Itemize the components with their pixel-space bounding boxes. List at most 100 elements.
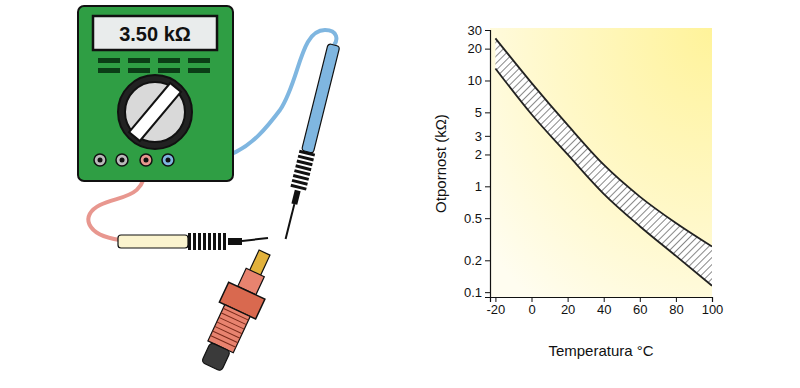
- tick-label: 10: [468, 73, 482, 88]
- probe-tip: [242, 238, 268, 241]
- x-axis: -20 0 20 40 60 80 100: [487, 297, 724, 317]
- tick: 5: [475, 105, 490, 120]
- tick: 40: [597, 297, 611, 317]
- illustration: 3.50 kΩ: [78, 6, 342, 375]
- plot-marks: [495, 38, 712, 285]
- tick: 0.2: [464, 253, 490, 268]
- dial-pointer: [129, 83, 181, 141]
- tick: 80: [669, 297, 683, 317]
- tick-label: 100: [702, 302, 724, 317]
- tick: 20: [561, 297, 575, 317]
- dial: [118, 75, 192, 149]
- tick-mark: [485, 260, 490, 261]
- button: [128, 58, 150, 63]
- band: [495, 38, 712, 285]
- tick-mark: [485, 80, 490, 81]
- tick-mark: [485, 292, 490, 293]
- tick-label: 0.1: [464, 285, 482, 300]
- tick-mark: [485, 218, 490, 219]
- y-axis-title: Otpornost (kΩ): [432, 114, 449, 213]
- probe-grip: [218, 233, 221, 250]
- button: [98, 68, 120, 73]
- jack: [94, 154, 106, 166]
- tick-label: 30: [468, 23, 482, 38]
- band-lower: [495, 68, 712, 285]
- tick-label: 40: [597, 302, 611, 317]
- probe-handle: [118, 235, 188, 248]
- thread-line: [217, 322, 242, 334]
- probe-grip: [188, 233, 191, 250]
- meter-body: [78, 6, 233, 181]
- tick: 0: [528, 297, 535, 317]
- thread-line: [221, 313, 246, 325]
- tick-label: 0.5: [464, 211, 482, 226]
- thread-line: [213, 331, 238, 343]
- jack-hole: [144, 158, 149, 163]
- tick-label: 1: [475, 179, 482, 194]
- tick-label: 0: [528, 302, 535, 317]
- tick: 0.5: [464, 211, 490, 226]
- button: [128, 68, 150, 73]
- y-axis: 0.1 0.2 0.5 1 2 3 5 10 20 30: [464, 23, 491, 300]
- blue-probe: [278, 43, 342, 241]
- jack: [116, 154, 128, 166]
- tick: 10: [468, 73, 490, 88]
- probe-grip: [208, 233, 211, 250]
- dial-face: [125, 82, 185, 142]
- tick-mark: [485, 30, 490, 31]
- thread-line: [219, 317, 244, 329]
- button: [158, 58, 180, 63]
- tick-label: 2: [475, 147, 482, 162]
- jack-hole: [166, 158, 171, 163]
- meter-display: [93, 16, 217, 50]
- thread-line: [215, 326, 240, 338]
- button: [188, 58, 210, 63]
- tick: 20: [468, 41, 490, 56]
- probe-grip: [290, 184, 306, 191]
- sensor: [193, 244, 283, 375]
- thread-line: [223, 308, 248, 320]
- axis-line: [485, 31, 491, 298]
- tick: 60: [633, 297, 647, 317]
- jack: [162, 154, 174, 166]
- probe-grip: [198, 233, 201, 250]
- tick: 3: [475, 128, 490, 143]
- tick-label: -20: [487, 302, 506, 317]
- tick-mark: [485, 154, 490, 155]
- tick-label: 5: [475, 105, 482, 120]
- jack: [140, 154, 152, 166]
- jack-hole: [98, 158, 103, 163]
- tick: 0.1: [464, 285, 490, 300]
- band-upper: [495, 38, 712, 246]
- button: [158, 68, 180, 73]
- tick: 2: [475, 147, 490, 162]
- tick: 100: [702, 297, 724, 317]
- tick-label: 0.2: [464, 253, 482, 268]
- probe-grip: [213, 233, 216, 250]
- jack-hole: [120, 158, 125, 163]
- tick-label: 60: [633, 302, 647, 317]
- tick-label: 3: [475, 128, 482, 143]
- tick-mark: [485, 136, 490, 137]
- meter-reading: 3.50 kΩ: [119, 23, 191, 45]
- button: [188, 68, 210, 73]
- sensor-tip: [201, 342, 230, 371]
- tick-mark: [485, 186, 490, 187]
- tick-label: 20: [561, 302, 575, 317]
- tick-label: 20: [468, 41, 482, 56]
- button: [98, 58, 120, 63]
- x-axis-title: Temperatura °C: [548, 342, 653, 359]
- tick: -20: [487, 297, 506, 317]
- tick: 30: [468, 23, 490, 38]
- probe-grip: [228, 238, 242, 245]
- probe-grip: [203, 233, 206, 250]
- probe-grip: [193, 233, 196, 250]
- probe-tip: [286, 204, 295, 239]
- probe-grip: [291, 190, 300, 205]
- probe-handle: [302, 44, 340, 154]
- tick-mark: [485, 49, 490, 50]
- plot-background: [490, 28, 712, 297]
- canvas: 3.50 kΩ 0.1 0.2 0.5 1 2 3 5 10 20 30 -20 0 20 40 60 80 10…: [0, 0, 800, 388]
- tick-label: 80: [669, 302, 683, 317]
- tick: 1: [475, 179, 490, 194]
